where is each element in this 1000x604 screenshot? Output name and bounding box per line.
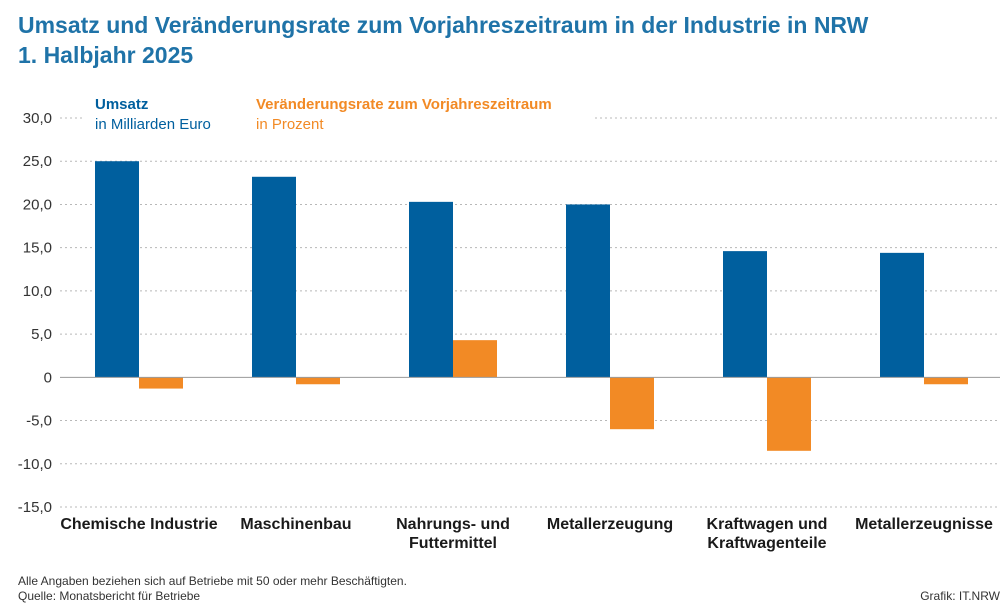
y-tick-label: 30,0 bbox=[23, 110, 52, 127]
chart-title: Umsatz und Veränderungsrate zum Vorjahre… bbox=[18, 10, 868, 70]
bar-umsatz bbox=[409, 201, 453, 378]
bar-veraenderungsrate bbox=[139, 377, 183, 389]
legend-change-title: Veränderungsrate zum Vorjahreszeitraum bbox=[256, 96, 552, 113]
footnote-scope: Alle Angaben beziehen sich auf Betriebe … bbox=[18, 574, 407, 588]
y-tick-label: 20,0 bbox=[23, 196, 52, 213]
legend-umsatz-unit: in Milliarden Euro bbox=[95, 116, 211, 133]
bar-veraenderungsrate bbox=[610, 377, 654, 430]
legend: Umsatz in Milliarden Euro Veränderungsra… bbox=[82, 92, 592, 136]
footnote-source: Quelle: Monatsbericht für Betriebe bbox=[18, 589, 201, 603]
bar-umsatz bbox=[95, 161, 139, 378]
y-tick-label: -15,0 bbox=[18, 499, 52, 516]
bar-veraenderungsrate bbox=[296, 377, 340, 385]
y-tick-label: -5,0 bbox=[26, 413, 52, 430]
y-tick-label: 10,0 bbox=[23, 283, 52, 300]
x-axis-labels: Chemische Industrie Maschinenbau Nahrungs-… bbox=[60, 516, 993, 552]
bar-umsatz bbox=[252, 176, 296, 378]
bar-veraenderungsrate bbox=[767, 377, 811, 451]
x-category-label: Nahrungs- und Futtermittel bbox=[396, 516, 510, 552]
footnote: Alle Angaben beziehen sich auf Betriebe … bbox=[18, 574, 407, 604]
bar-veraenderungsrate bbox=[924, 377, 968, 385]
x-category-label: Maschinenbau bbox=[240, 516, 351, 533]
gridlines bbox=[60, 117, 1000, 508]
bar-umsatz bbox=[566, 204, 610, 378]
x-category-label: Kraftwagen und Kraftwagenteile bbox=[707, 516, 828, 552]
x-category-label: Metallerzeugung bbox=[547, 516, 673, 533]
y-tick-label: -10,0 bbox=[18, 456, 52, 473]
chart-title-line2: 1. Halbjahr 2025 bbox=[18, 42, 194, 68]
y-axis-ticks: 30,0 25,0 20,0 15,0 10,0 5,0 0 -5,0 -10,0 -15,0 bbox=[18, 110, 52, 516]
bar-umsatz bbox=[723, 251, 767, 378]
bars bbox=[95, 161, 968, 451]
legend-change-unit: in Prozent bbox=[256, 116, 324, 133]
x-category-label: Chemische Industrie bbox=[60, 516, 217, 533]
bar-veraenderungsrate bbox=[453, 340, 497, 378]
y-tick-label: 0 bbox=[44, 369, 52, 386]
legend-umsatz-title: Umsatz bbox=[95, 96, 148, 113]
graphic-credit: Grafik: IT.NRW bbox=[920, 589, 1000, 603]
legend-background bbox=[82, 92, 592, 136]
y-tick-label: 25,0 bbox=[23, 153, 52, 170]
chart-title-line1: Umsatz und Veränderungsrate zum Vorjahre… bbox=[18, 12, 869, 38]
x-category-label: Metallerzeugnisse bbox=[855, 516, 993, 533]
bar-umsatz bbox=[880, 252, 924, 378]
y-tick-label: 15,0 bbox=[23, 240, 52, 257]
y-tick-label: 5,0 bbox=[31, 326, 52, 343]
